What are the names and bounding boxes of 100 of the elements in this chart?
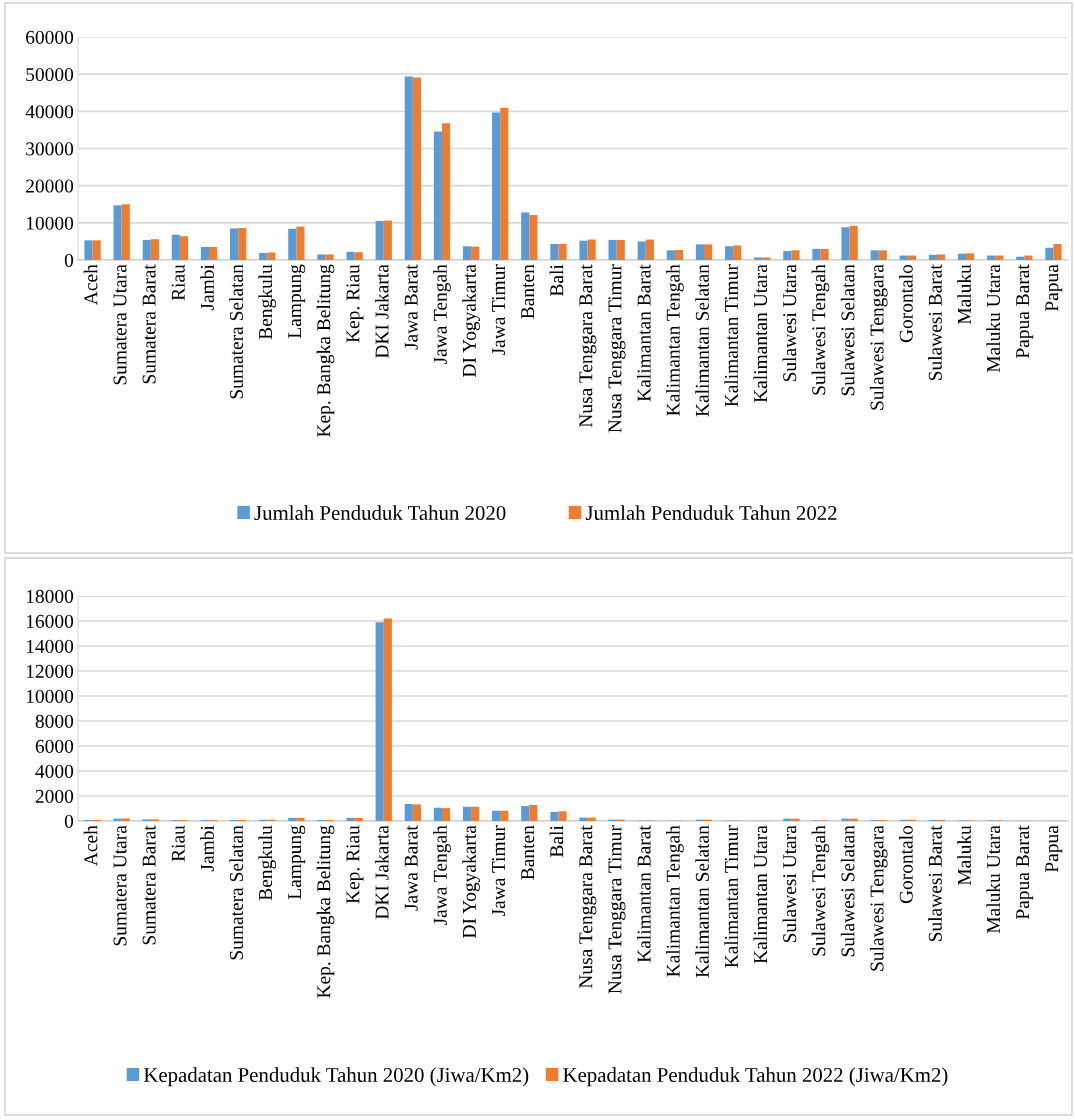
x-tick-label: Kalimantan Barat	[636, 825, 651, 963]
bar	[92, 240, 101, 260]
x-tick-label: Gorontalo	[899, 264, 913, 343]
legend-label: Kepadatan Penduduk Tahun 2020 (Jiwa/Km2)	[143, 1067, 529, 1087]
x-tick-label: Sumatera Barat	[142, 264, 156, 384]
x-tick-label: Jawa Barat	[404, 264, 418, 350]
bar	[820, 248, 829, 260]
x-tick-label: Sumatera Utara	[113, 825, 127, 946]
bar	[550, 244, 559, 260]
x-tick-label: Jawa Timur	[492, 825, 506, 917]
bar	[579, 817, 588, 821]
bar	[587, 239, 596, 260]
bar	[354, 252, 363, 260]
bar	[928, 254, 937, 260]
bar	[500, 107, 509, 260]
x-tick-label: Kep. Riau	[346, 264, 364, 343]
x-tick-label: Jawa Barat	[404, 825, 418, 911]
bar	[695, 244, 705, 260]
x-tick-label: Papua Barat	[1016, 264, 1034, 359]
bar	[404, 804, 413, 821]
bar	[441, 123, 451, 260]
x-tick-label: DI Yogyakarta	[462, 264, 480, 378]
x-tick-label: Papua	[1045, 264, 1063, 312]
x-tick-label: Sulawesi Barat	[928, 825, 942, 942]
bar	[616, 239, 625, 260]
x-tick-label: Sulawesi Tengah	[811, 264, 830, 395]
bar	[492, 112, 501, 260]
bar	[812, 248, 821, 260]
bar	[841, 227, 850, 260]
y-tick-label: 14000	[26, 639, 74, 653]
bar	[150, 239, 159, 260]
x-tick-label: Bengkulu	[258, 825, 277, 901]
bar	[346, 817, 355, 821]
x-tick-label: Riau	[171, 825, 185, 862]
x-tick-label: Kalimantan Utara	[753, 264, 768, 403]
legend-label: Jumlah Penduduk Tahun 2020	[254, 505, 506, 521]
bar	[878, 250, 887, 260]
bar	[957, 253, 967, 260]
bar	[375, 220, 384, 260]
bar	[179, 236, 189, 260]
x-tick-label: Sumatera Selatan	[229, 825, 244, 960]
x-tick-label: Kalimantan Tengah	[666, 825, 684, 977]
bar	[354, 817, 363, 821]
bar	[966, 253, 975, 260]
x-tick-label: Sulawesi Barat	[928, 264, 942, 381]
x-tick-label: Aceh	[83, 264, 98, 305]
bar	[229, 228, 239, 260]
bar	[383, 220, 392, 260]
bar	[404, 76, 413, 260]
x-tick-label: Kalimantan Utara	[753, 825, 768, 964]
x-tick-label: Kep. Riau	[346, 825, 364, 904]
legend-label: Jumlah Penduduk Tahun 2022	[585, 505, 837, 521]
bar	[674, 249, 684, 260]
bar	[704, 244, 713, 260]
x-tick-label: Sulawesi Tenggara	[869, 264, 888, 410]
x-tick-label: Banten	[521, 264, 535, 319]
y-tick-label: 12000	[26, 664, 74, 678]
bar	[645, 239, 654, 260]
bar	[441, 808, 451, 821]
bar	[754, 257, 763, 260]
bar	[550, 811, 559, 821]
x-tick-label: Jawa Tengah	[433, 264, 451, 365]
x-tick-label: Sumatera Utara	[113, 264, 127, 385]
y-tick-label: 20000	[26, 179, 74, 193]
y-tick-label: 30000	[26, 142, 74, 156]
bar	[521, 212, 530, 260]
bar	[936, 254, 946, 260]
x-tick-label: Kalimantan Timur	[724, 264, 739, 407]
bar	[841, 818, 850, 821]
bar	[462, 246, 472, 260]
x-tick-label: Nusa Tenggara Barat	[579, 825, 597, 989]
bar	[637, 241, 646, 260]
x-tick-label: DKI Jakarta	[374, 825, 389, 920]
y-tick-label: 6000	[35, 739, 74, 753]
x-tick-label: Sumatera Selatan	[229, 264, 244, 399]
bar	[579, 240, 588, 260]
x-tick-label: Lampung	[288, 264, 306, 339]
x-tick-label: Sulawesi Utara	[782, 264, 797, 382]
bar	[346, 251, 355, 260]
x-tick-label: Lampung	[288, 825, 306, 900]
x-tick-label: Kalimantan Timur	[724, 825, 739, 968]
y-tick-label: 40000	[25, 105, 74, 119]
bar	[529, 805, 538, 821]
x-tick-label: Bali	[549, 264, 564, 297]
x-tick-label: DI Yogyakarta	[462, 825, 480, 939]
bar	[238, 228, 247, 260]
bar	[325, 254, 334, 260]
x-tick-label: Maluku Utara	[986, 825, 1001, 934]
bar	[608, 239, 617, 260]
y-tick-label: 10000	[26, 689, 74, 703]
bar	[171, 234, 180, 260]
bar	[267, 252, 276, 260]
x-tick-label: Bengkulu	[258, 264, 277, 340]
bar	[1045, 247, 1054, 260]
y-tick-label: 50000	[26, 67, 74, 82]
x-tick-label: Sulawesi Selatan	[840, 825, 855, 957]
x-tick-label: Sulawesi Selatan	[840, 264, 855, 396]
bar	[412, 804, 422, 821]
bar	[558, 811, 567, 821]
bar	[142, 239, 151, 260]
